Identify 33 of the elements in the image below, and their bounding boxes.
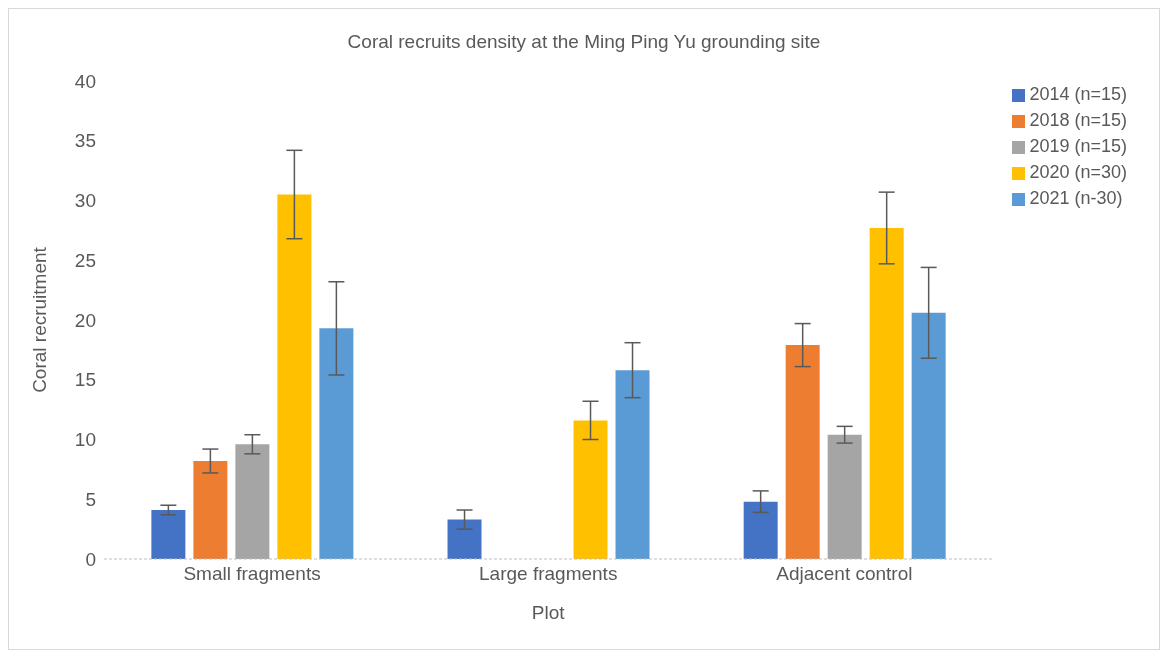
bar [235, 444, 270, 559]
y-tick-label: 5 [85, 488, 96, 510]
bar [911, 312, 946, 559]
y-tick-label: 25 [74, 249, 96, 271]
y-tick-label: 30 [74, 190, 96, 212]
legend-label: 2020 (n=30) [1029, 162, 1127, 182]
bar [743, 501, 778, 559]
bar [319, 328, 354, 559]
bar [869, 227, 904, 559]
y-tick-label: 15 [74, 369, 96, 391]
legend-label: 2014 (n=15) [1029, 84, 1127, 104]
bar [573, 420, 608, 559]
x-tick-label: Large fragments [479, 563, 618, 585]
bar [785, 345, 820, 559]
bar [151, 510, 186, 559]
x-tick-label: Small fragments [183, 563, 321, 585]
y-tick-label: 40 [74, 70, 96, 92]
bar [827, 434, 862, 559]
y-tick-label: 10 [74, 429, 96, 451]
x-tick-label: Adjacent control [776, 563, 913, 585]
bar [277, 194, 312, 559]
y-tick-label: 20 [74, 309, 96, 331]
bar [193, 461, 228, 559]
legend-label: 2019 (n=15) [1029, 136, 1127, 156]
y-axis-title: Coral recruitment [28, 246, 50, 393]
bar [447, 519, 482, 559]
legend-label: 2018 (n=15) [1029, 110, 1127, 130]
x-axis-title: Plot [531, 602, 566, 623]
chart-title: Coral recruits density at the Ming Ping Yu grounding site [346, 30, 822, 54]
y-tick-label: 35 [74, 130, 96, 152]
y-tick-label: 0 [85, 548, 96, 570]
legend-label: 2021 (n-30) [1029, 188, 1123, 208]
bar [615, 370, 650, 559]
